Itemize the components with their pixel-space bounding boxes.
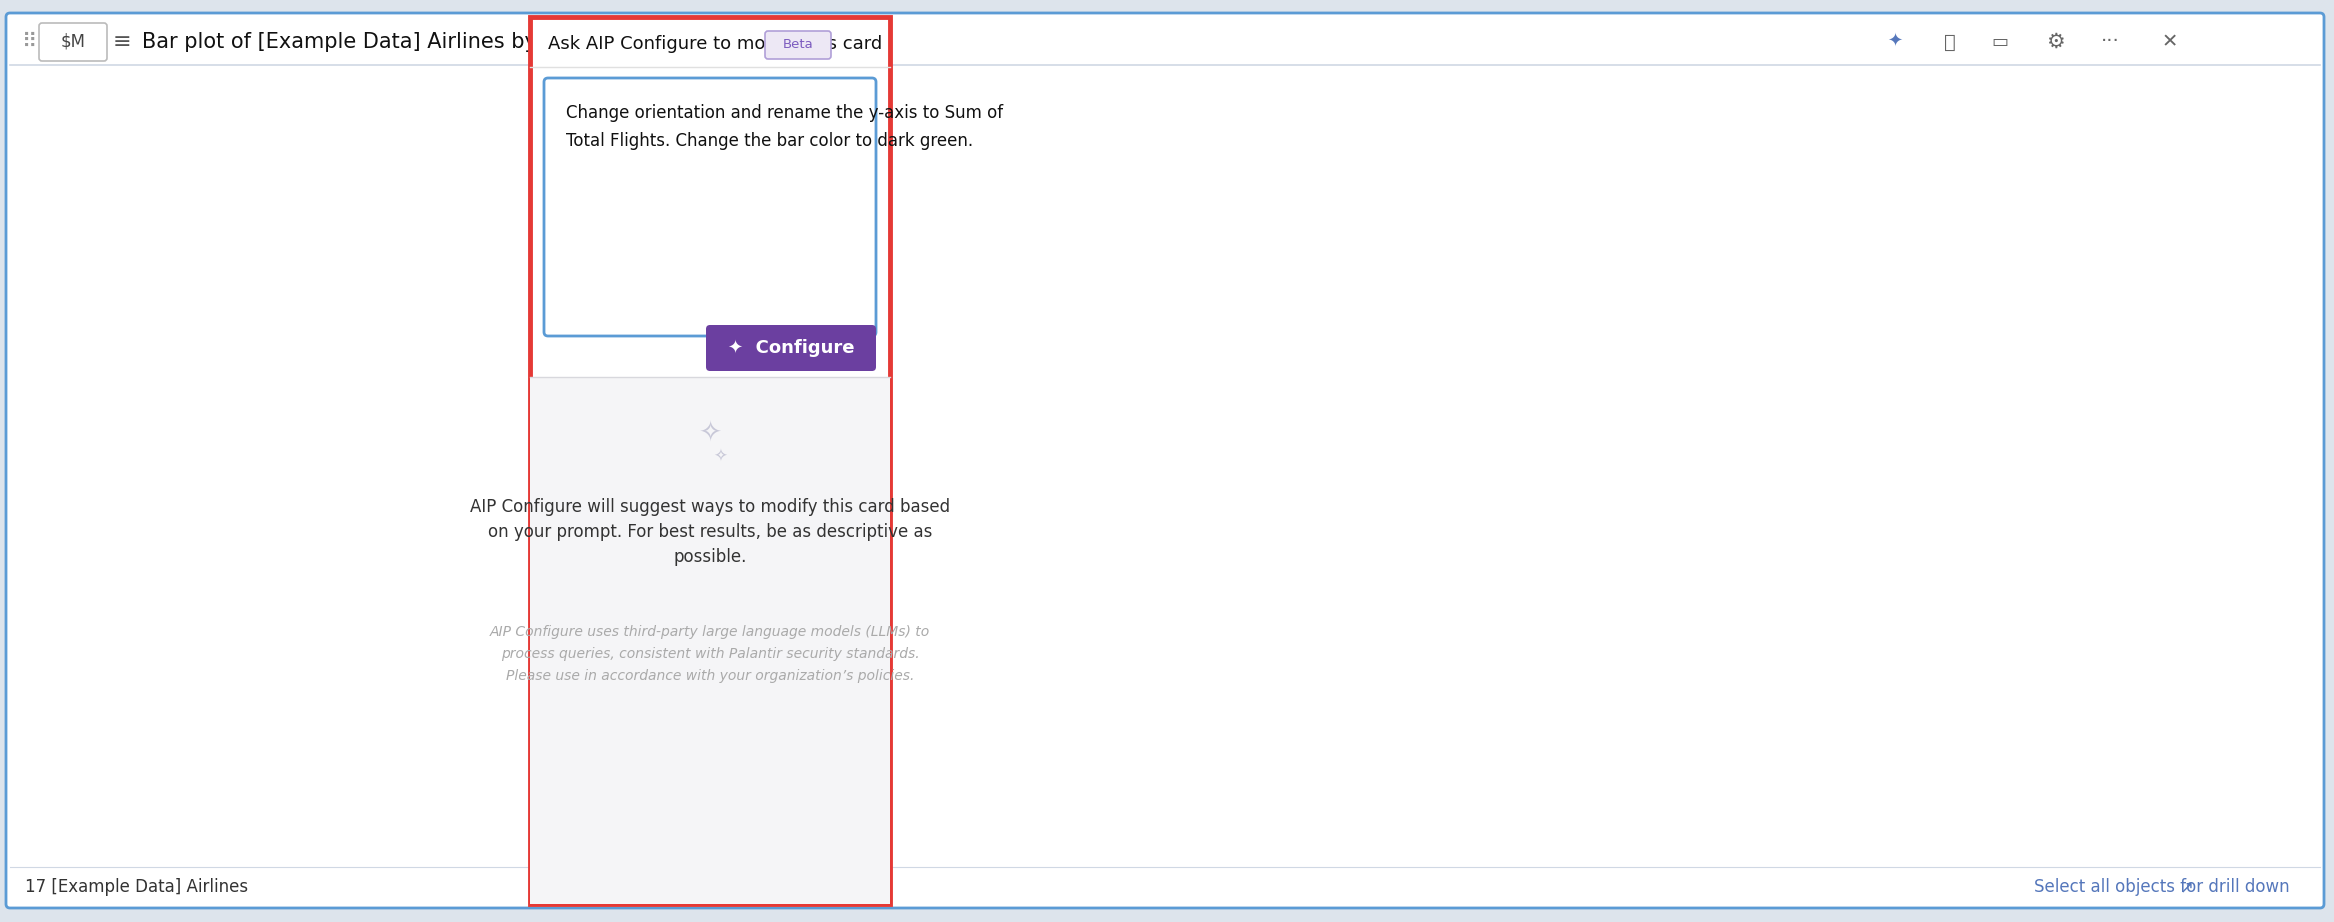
Text: Change orientation and rename the y-axis to Sum of: Change orientation and rename the y-axis… [567,104,1004,122]
Bar [75,617,173,667]
Bar [0,762,163,811]
Text: ✧: ✧ [698,418,721,446]
Text: Beta: Beta [782,39,812,52]
Bar [0,254,1263,303]
Bar [75,472,180,521]
Text: ✦  Configure: ✦ Configure [728,339,854,357]
Bar [75,762,163,811]
Bar [0,690,166,739]
FancyBboxPatch shape [7,13,2325,908]
Text: 2763: 2763 [131,199,168,213]
Text: 17 [Example Data] Airlines: 17 [Example Data] Airlines [26,878,247,896]
Text: ≡: ≡ [112,32,131,52]
Text: 390: 390 [154,127,182,140]
Text: ✧: ✧ [714,448,726,466]
Text: ✕: ✕ [2161,32,2178,52]
Text: 2574: 2574 [128,272,163,285]
Text: 853: 853 [98,635,126,648]
Text: Bar plot of [Example Data] Airlines by Code: Bar plot of [Example Data] Airlines by C… [142,32,598,52]
FancyBboxPatch shape [530,17,889,904]
Text: 1739: 1739 [110,418,147,431]
Text: ···: ··· [2101,32,2119,52]
Text: ↗: ↗ [2180,878,2194,896]
Text: 789: 789 [98,707,124,721]
Text: ⚙: ⚙ [2045,32,2063,52]
Text: process queries, consistent with Palantir security standards.: process queries, consistent with Palanti… [502,647,920,661]
Bar [0,182,1379,230]
Bar [75,399,273,448]
Bar [0,544,212,594]
Bar [75,690,163,739]
Y-axis label: Code: Code [14,441,30,479]
Bar [75,109,518,159]
FancyBboxPatch shape [544,78,875,336]
Text: ⠿: ⠿ [23,32,37,52]
Text: Select all objects for drill down: Select all objects for drill down [2035,878,2290,896]
X-axis label: SU: SU [299,876,317,891]
FancyBboxPatch shape [40,23,107,61]
Bar [0,109,2077,159]
Bar [0,326,1018,376]
Text: AIP Configure will suggest ways to modify this card based: AIP Configure will suggest ways to modif… [469,498,950,516]
Text: Ask AIP Configure to modify this card: Ask AIP Configure to modify this card [548,35,882,53]
Text: ▭: ▭ [1991,33,2010,51]
Bar [0,617,205,667]
Bar [75,254,369,303]
Text: Please use in accordance with your organization’s policies.: Please use in accordance with your organ… [506,669,915,683]
Bar [75,326,322,376]
Text: Total Flights. Change the bar color to dark green.: Total Flights. Change the bar color to d… [567,132,973,150]
FancyBboxPatch shape [766,31,831,59]
FancyBboxPatch shape [705,325,875,371]
Text: on your prompt. For best results, be as descriptive as: on your prompt. For best results, be as … [488,523,931,541]
Text: 782: 782 [98,780,124,793]
FancyBboxPatch shape [530,377,889,904]
Text: 2175: 2175 [119,345,156,358]
Bar [75,544,173,594]
Bar [0,472,252,521]
Text: 929: 929 [100,490,128,502]
Text: ⤢: ⤢ [1944,32,1956,52]
Bar [0,399,749,448]
Text: $M: $M [61,33,86,51]
Text: 865: 865 [100,562,126,575]
Text: ✦: ✦ [1888,33,1902,51]
Text: AIP Configure uses third-party large language models (LLMs) to: AIP Configure uses third-party large lan… [490,625,931,639]
Text: possible.: possible. [672,548,747,566]
Bar [75,182,390,230]
